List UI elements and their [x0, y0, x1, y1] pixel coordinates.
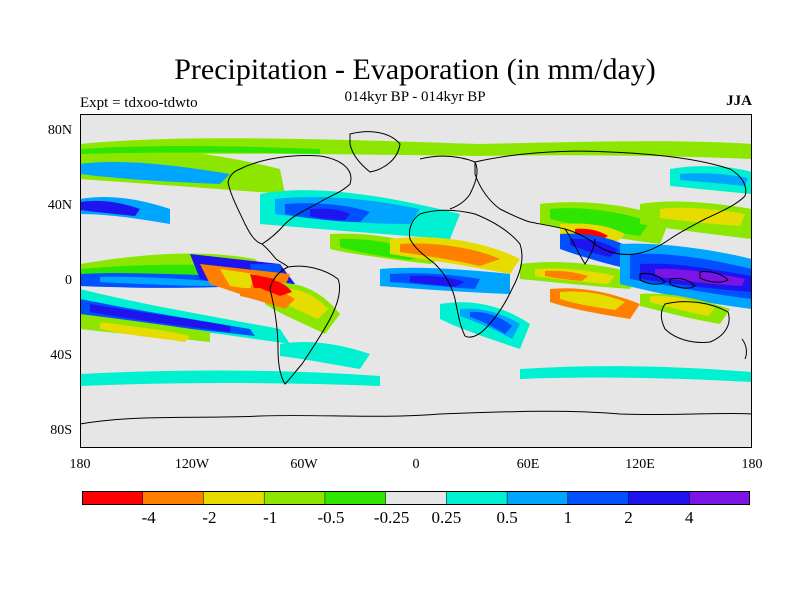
- colorbar-swatch: [324, 491, 387, 505]
- lon-label-180e: 180: [741, 457, 763, 472]
- precip-field: [80, 138, 752, 386]
- lon-label-180w: 180: [69, 457, 91, 472]
- lat-label-80n: 80N: [47, 123, 72, 138]
- colorbar-swatch: [263, 491, 326, 505]
- experiment-label: Expt = tdxoo-tdwto: [80, 95, 198, 111]
- colorbar-swatch: [506, 491, 569, 505]
- map-frame: [80, 114, 752, 448]
- season-label: JJA: [726, 93, 752, 109]
- colorbar-tick-label: -2: [202, 508, 217, 527]
- lon-label-120e: 120E: [625, 457, 655, 472]
- colorbar-swatch: [567, 491, 630, 505]
- colorbar-tick-label: -0.25: [373, 508, 410, 527]
- colorbar-tick-label: 1: [563, 508, 573, 527]
- coastlines: [80, 131, 752, 425]
- lon-label-60e: 60E: [516, 457, 540, 472]
- colorbar-tick-label: 4: [685, 508, 694, 527]
- lat-label-40n: 40N: [47, 198, 72, 213]
- colorbar-swatch: [446, 491, 508, 505]
- colorbar-swatch: [142, 491, 205, 505]
- plot-subtitle: 014kyr BP - 014kyr BP: [344, 89, 486, 105]
- colorbar-tick-label: -4: [141, 508, 156, 527]
- colorbar-swatch: [689, 491, 750, 505]
- colorbar-swatch: [628, 491, 691, 505]
- colorbar-tick-label: -1: [263, 508, 278, 527]
- colorbar-frame: [82, 491, 750, 505]
- lat-label-40s: 40S: [50, 348, 72, 363]
- lat-label-80s: 80S: [50, 423, 72, 438]
- colorbar-tick-label: 0.5: [496, 508, 518, 527]
- lon-label-0: 0: [412, 457, 420, 472]
- colorbar-tick-label: 2: [624, 508, 633, 527]
- plot-title: Precipitation - Evaporation (in mm/day): [174, 53, 656, 86]
- colorbar: [82, 491, 750, 505]
- colorbar-tick-label: 0.25: [431, 508, 462, 527]
- lon-label-120w: 120W: [174, 457, 210, 472]
- world-map: [80, 114, 752, 448]
- colorbar-swatch: [82, 491, 144, 505]
- lat-label-0: 0: [65, 273, 72, 288]
- lon-label-60w: 60W: [290, 457, 318, 472]
- colorbar-tick-label: -0.5: [317, 508, 345, 527]
- colorbar-swatch: [203, 491, 265, 505]
- colorbar-swatch: [385, 491, 448, 505]
- colorbar-swatches: [82, 491, 750, 505]
